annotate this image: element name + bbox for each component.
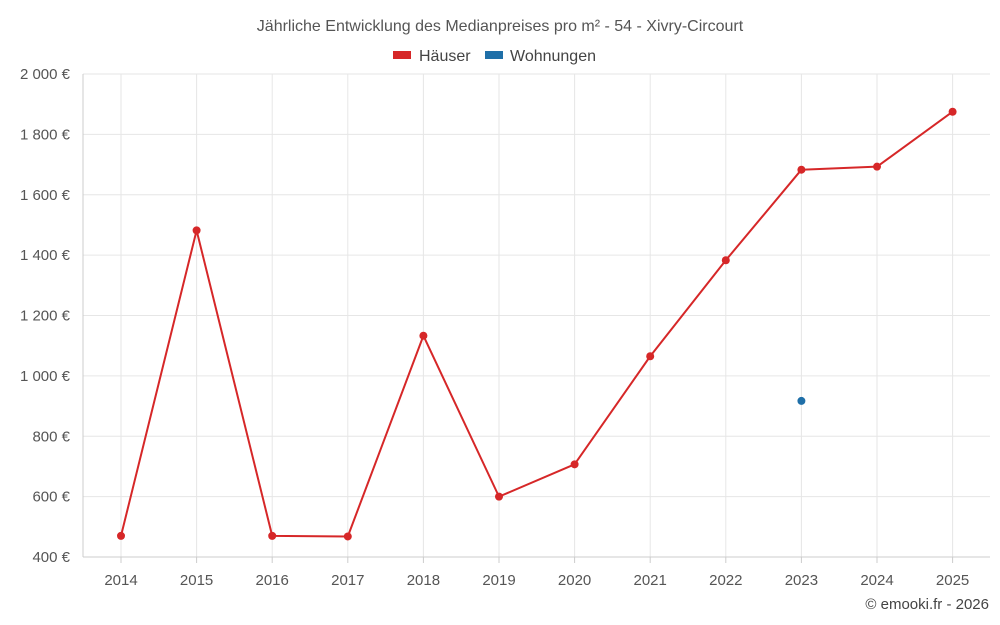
x-tick-label: 2018 [407, 572, 440, 589]
data-point-haeuser[interactable] [268, 531, 277, 540]
x-tick-label: 2020 [558, 572, 591, 589]
data-point-haeuser[interactable] [419, 331, 428, 340]
credit-text: © emooki.fr - 2026 [865, 596, 989, 613]
legend-item-wohnungen[interactable]: Wohnungen [485, 48, 596, 65]
x-tick-label: 2017 [331, 572, 364, 589]
x-tick-label: 2023 [785, 572, 818, 589]
data-point-haeuser[interactable] [570, 460, 579, 469]
x-tick-label: 2022 [709, 572, 742, 589]
data-point-haeuser[interactable] [192, 226, 201, 235]
legend-item-haeuser[interactable]: Häuser [393, 48, 471, 65]
data-point-haeuser[interactable] [495, 492, 503, 501]
legend-swatch-wohnungen [485, 51, 503, 59]
grid [83, 73, 990, 558]
y-tick-label: 1 800 € [20, 126, 71, 143]
y-tick-label: 2 000 € [20, 66, 71, 83]
data-point-haeuser[interactable] [948, 107, 957, 116]
data-point-haeuser[interactable] [343, 532, 352, 541]
axes: 400 € 600 € 800 € 1 000 € 1 200 € 1 400 € 1 60… [20, 66, 990, 589]
y-tick-label: 1 400 € [20, 247, 71, 264]
chart-title: Jährliche Entwicklung des Medianpreises … [257, 18, 744, 35]
legend: Häuser Wohnungen [393, 48, 596, 65]
x-tick-label: 2019 [482, 572, 515, 589]
x-tick-label: 2014 [104, 572, 137, 589]
y-tick-label: 1 200 € [20, 308, 71, 325]
y-tick-label: 800 € [32, 428, 70, 445]
x-tick-label: 2016 [256, 572, 289, 589]
data-point-wohnungen[interactable] [797, 396, 806, 405]
series [117, 107, 957, 541]
data-point-haeuser[interactable] [873, 162, 881, 171]
legend-label-wohnungen: Wohnungen [510, 48, 596, 65]
y-tick-label: 1 000 € [20, 368, 71, 385]
x-tick-label: 2024 [860, 572, 893, 589]
data-point-haeuser[interactable] [117, 531, 125, 540]
series-line-haeuser [120, 110, 954, 538]
x-tick-label: 2025 [936, 572, 969, 589]
y-tick-label: 400 € [32, 549, 70, 566]
legend-swatch-haeuser [393, 51, 411, 59]
y-tick-label: 600 € [32, 489, 70, 506]
data-point-haeuser[interactable] [646, 352, 655, 361]
y-tick-label: 1 600 € [20, 187, 71, 204]
x-tick-label: 2015 [180, 572, 213, 589]
x-tick-label: 2021 [634, 572, 667, 589]
data-point-haeuser[interactable] [797, 165, 806, 174]
data-point-haeuser[interactable] [721, 256, 730, 265]
legend-label-haeuser: Häuser [419, 48, 471, 65]
